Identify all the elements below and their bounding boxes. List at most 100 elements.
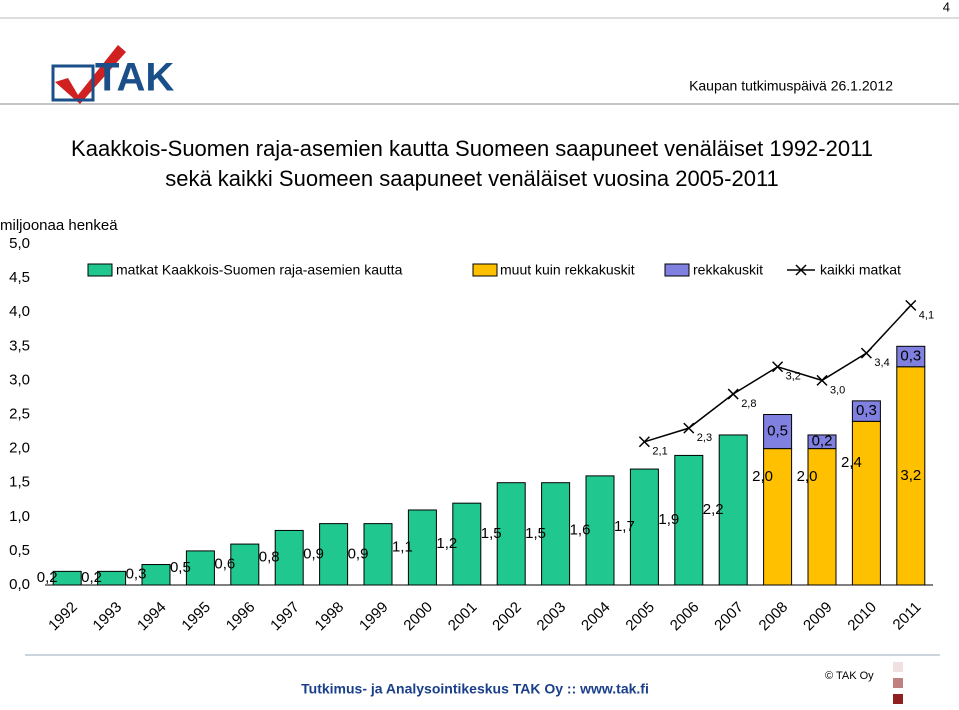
- x-tick-label: 2011: [890, 599, 925, 634]
- x-tick-label: 2006: [667, 599, 703, 635]
- value-label: 1,2: [436, 535, 457, 552]
- value-label: 0,3: [900, 347, 921, 364]
- bar: [407, 509, 437, 586]
- bar: [585, 475, 615, 586]
- legend-label: muut kuin rekkakuskit: [500, 262, 635, 278]
- value-label: 3,0: [830, 384, 845, 396]
- value-label: 0,2: [37, 569, 58, 586]
- bar: [97, 570, 127, 586]
- value-label: 1,9: [658, 511, 679, 528]
- x-tick-label: 2003: [534, 599, 570, 635]
- bar: [52, 570, 82, 586]
- value-label: 1,5: [525, 525, 546, 542]
- x-tick-label: 1997: [267, 599, 303, 635]
- bar: [274, 529, 304, 586]
- line-marker: [683, 422, 695, 434]
- x-tick-label: 2008: [756, 599, 792, 635]
- legend-label: rekkakuskit: [693, 262, 763, 278]
- value-label: 2,4: [841, 454, 862, 471]
- x-tick-label: 1995: [178, 599, 214, 635]
- line-marker: [816, 374, 828, 386]
- x-tick-label: 2007: [711, 599, 747, 635]
- legend-swatch: [664, 263, 690, 277]
- y-tick-label: 3,0: [9, 371, 30, 388]
- bar: [896, 366, 926, 586]
- y-tick-label: 1,0: [9, 508, 30, 525]
- value-label: 2,1: [652, 446, 667, 458]
- value-label: 3,2: [900, 467, 921, 484]
- bar: [629, 468, 659, 586]
- x-tick-label: 1993: [90, 599, 126, 635]
- event-date: Kaupan tutkimuspäivä 26.1.2012: [689, 78, 893, 94]
- value-label: 4,1: [919, 309, 934, 321]
- x-tick-label: 2002: [489, 599, 525, 635]
- y-tick-label: 0,5: [9, 542, 30, 559]
- footer-text: Tutkimus- ja Analysointikeskus TAK Oy ::…: [301, 681, 649, 697]
- value-label: 0,9: [348, 545, 369, 562]
- page-number: 4: [943, 0, 950, 14]
- bar: [185, 550, 215, 586]
- x-tick-label: 2001: [445, 599, 481, 635]
- value-label: 0,8: [259, 549, 280, 566]
- x-tick-label: 1994: [134, 599, 170, 635]
- y-axis-label: miljoonaa henkeä: [0, 217, 118, 234]
- y-tick-label: 5,0: [9, 235, 30, 252]
- value-label: 2,0: [752, 468, 773, 485]
- bar: [807, 448, 837, 586]
- legend-label: matkat Kaakkois-Suomen raja-asemien kaut…: [116, 262, 403, 278]
- value-label: 0,2: [81, 569, 102, 586]
- x-tick-label: 1998: [312, 599, 348, 635]
- value-label: 3,2: [786, 371, 801, 383]
- bar: [851, 400, 881, 422]
- bar: [763, 448, 793, 586]
- line-marker: [638, 436, 650, 448]
- value-label: 2,3: [697, 432, 712, 444]
- logo-box: [51, 64, 95, 102]
- y-tick-label: 0,0: [9, 576, 30, 593]
- value-label: 0,6: [214, 556, 235, 573]
- bar: [718, 434, 748, 586]
- x-tick-label: 2004: [578, 599, 614, 635]
- x-tick-label: 2000: [400, 599, 436, 635]
- bar: [851, 420, 881, 586]
- y-tick-label: 1,5: [9, 474, 30, 491]
- bar: [319, 523, 349, 586]
- bar: [363, 523, 393, 586]
- value-label: 0,3: [856, 402, 877, 419]
- deco-square: [893, 678, 903, 688]
- value-label: 0,2: [812, 433, 833, 450]
- value-label: 3,4: [874, 357, 889, 369]
- y-tick-label: 4,0: [9, 303, 30, 320]
- legend-swatch: [472, 263, 498, 277]
- line-marker: [772, 361, 784, 373]
- deco-square: [893, 694, 903, 704]
- value-label: 2,2: [703, 501, 724, 518]
- deco-square: [893, 662, 903, 672]
- bar: [141, 564, 171, 586]
- bar: [896, 345, 926, 368]
- legend-box: [80, 258, 920, 282]
- value-label: 0,5: [767, 423, 788, 440]
- x-tick-label: 1999: [356, 599, 392, 635]
- logo-check: [55, 45, 126, 104]
- chart-title: Kaakkois-Suomen raja-asemien kautta Suom…: [71, 136, 873, 161]
- value-label: 1,6: [570, 521, 591, 538]
- line-marker: [860, 347, 872, 359]
- bar: [452, 502, 482, 586]
- bar: [496, 482, 526, 586]
- y-tick-label: 2,0: [9, 440, 30, 457]
- x-tick-label: 1992: [45, 599, 81, 635]
- value-label: 0,3: [126, 566, 147, 583]
- copyright: © TAK Oy: [825, 670, 874, 682]
- line-marker: [727, 388, 739, 400]
- value-label: 0,9: [303, 545, 324, 562]
- logo-text: TAK: [95, 56, 174, 100]
- bar: [807, 434, 837, 450]
- line-marker: [905, 299, 917, 311]
- x-tick-label: 2010: [844, 599, 880, 635]
- bar: [674, 454, 704, 586]
- x-tick-label: 2005: [622, 599, 658, 635]
- x-tick-label: 1996: [223, 599, 259, 635]
- y-tick-label: 2,5: [9, 405, 30, 422]
